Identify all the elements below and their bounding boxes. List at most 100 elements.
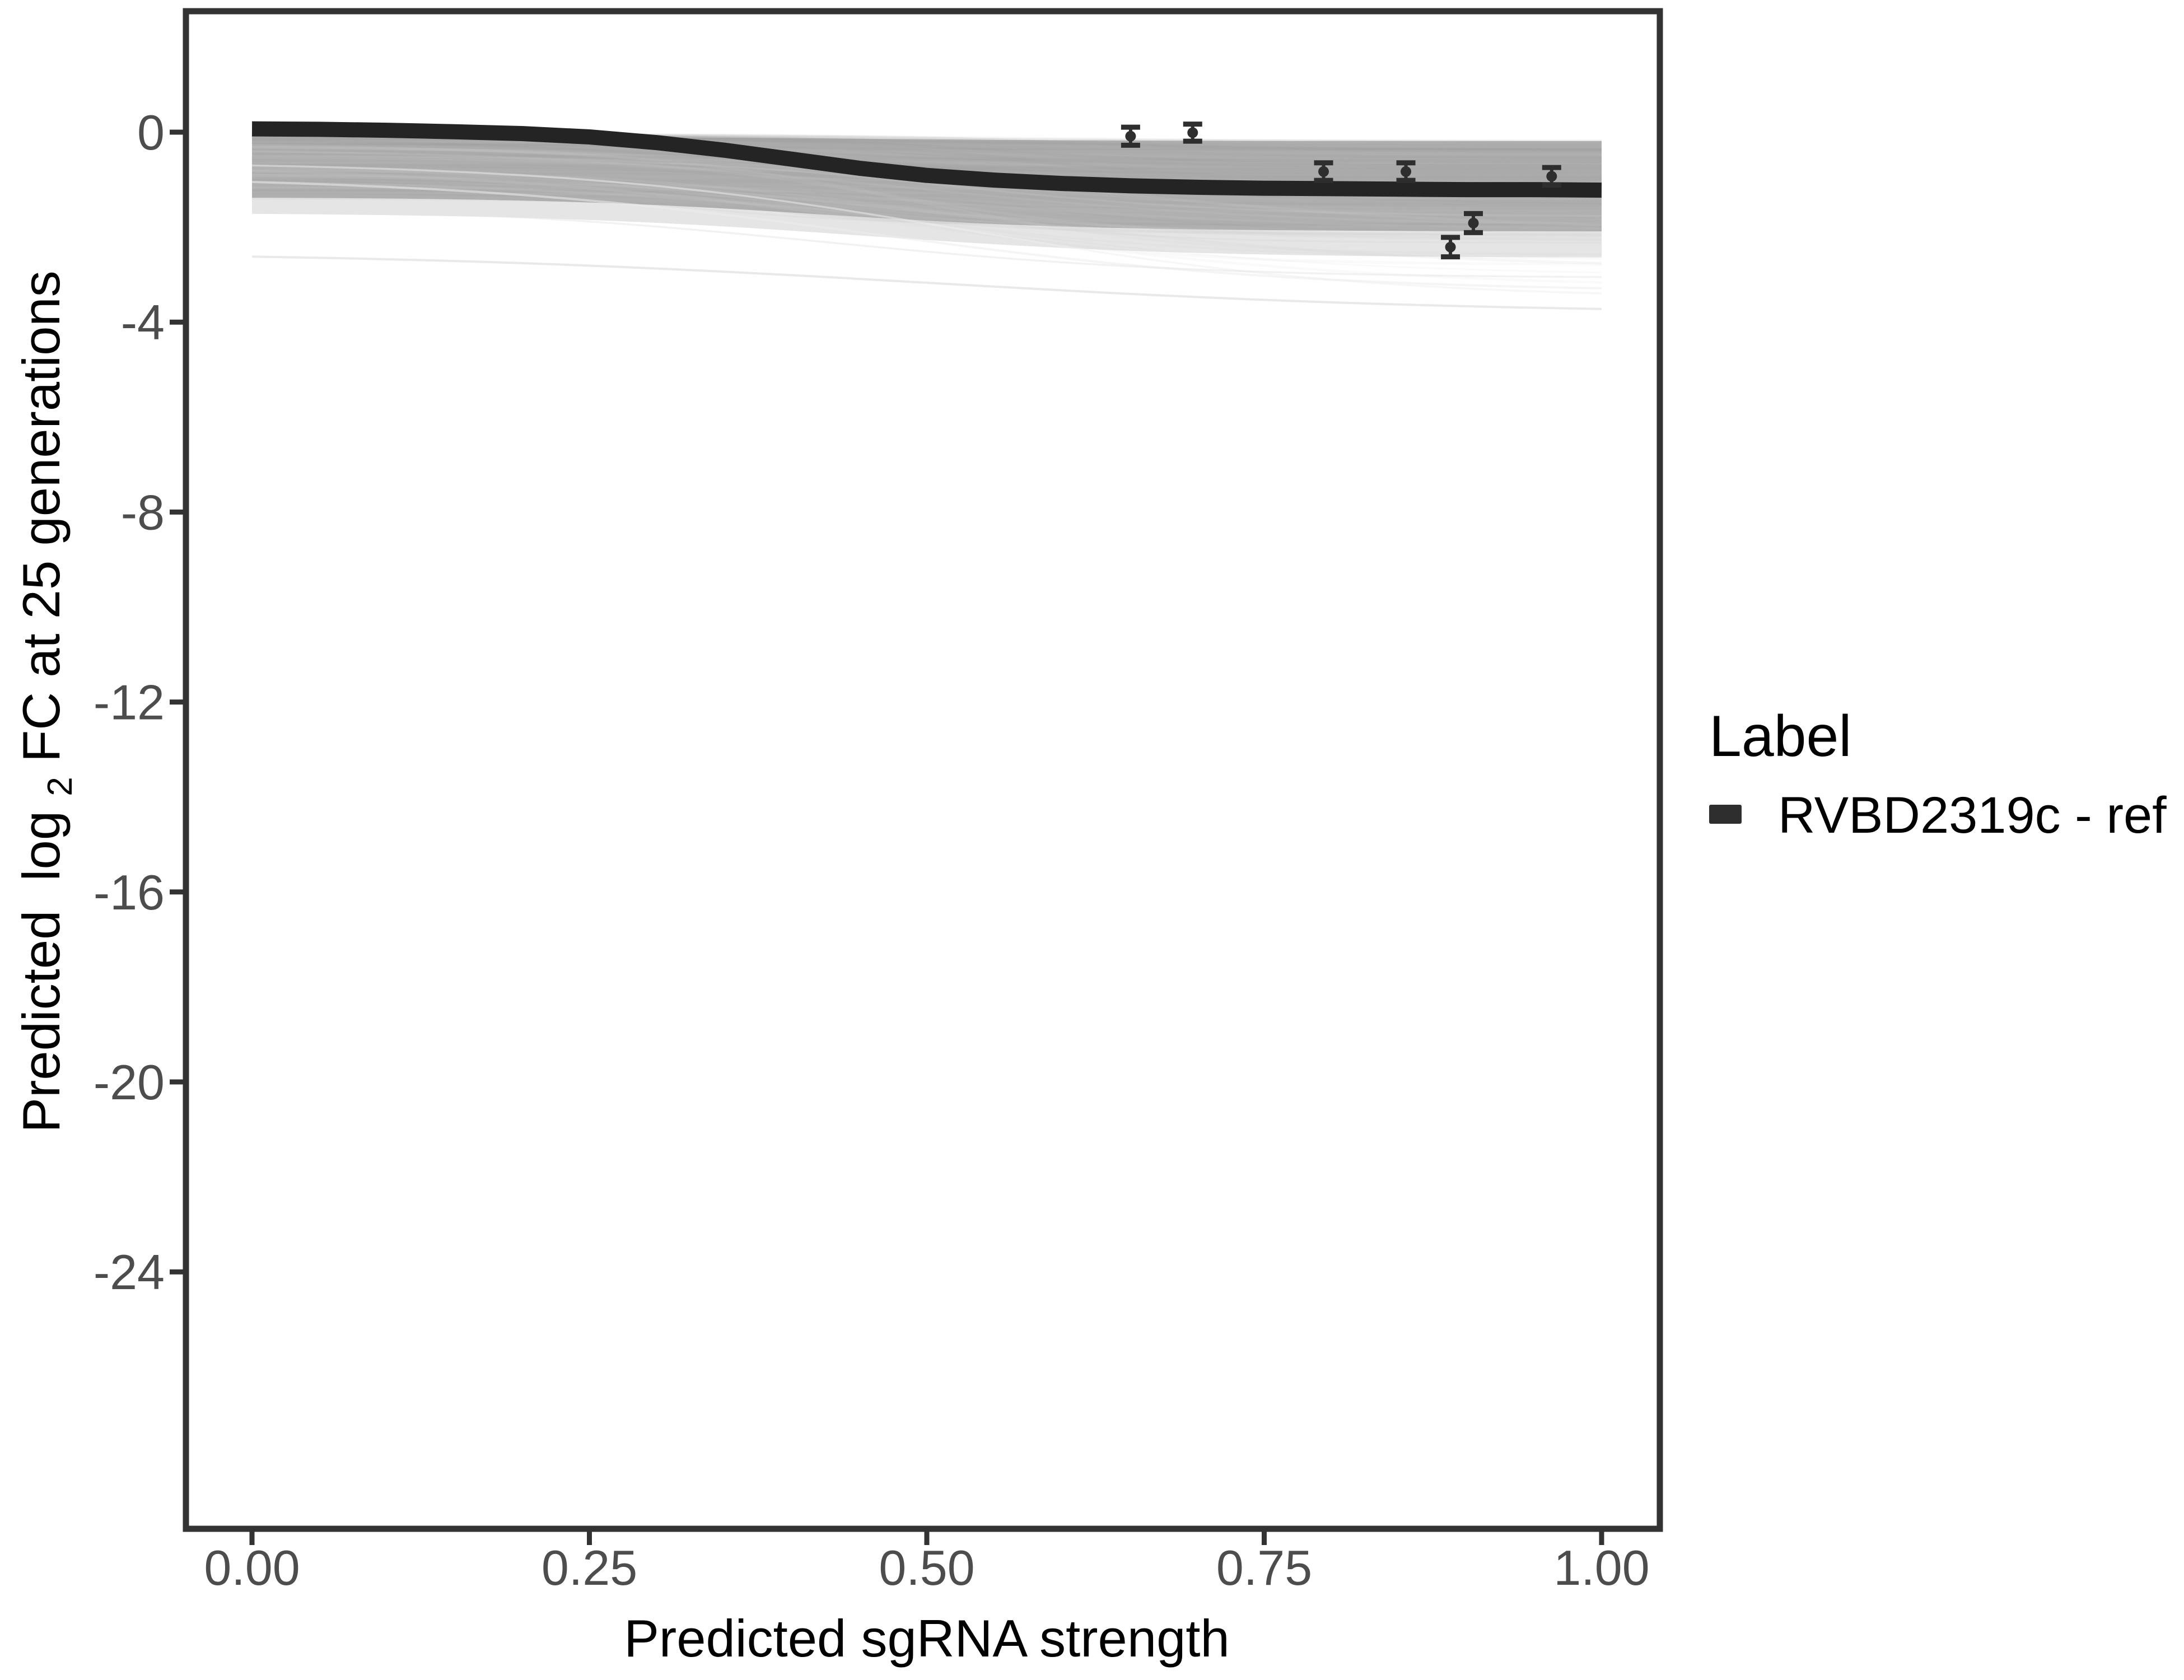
y-tick-label: -24: [94, 1244, 165, 1300]
posterior-sample-curve: [251, 142, 1602, 161]
posterior-sample-curve: [251, 143, 1602, 151]
posterior-sample-curve-faint: [251, 181, 1602, 290]
data-point-marker: [1187, 127, 1198, 138]
posterior-sample-curve: [252, 140, 1602, 148]
posterior-sample-curve: [252, 161, 1602, 172]
posterior-sample-curve: [251, 186, 1602, 266]
posterior-sample-curve: [251, 139, 1602, 151]
x-axis-title: Predicted sgRNA strength: [624, 1609, 1230, 1668]
posterior-sample-curve: [251, 180, 1602, 241]
posterior-sample-curve: [251, 192, 1602, 210]
posterior-sample-curve: [251, 193, 1602, 225]
posterior-band-fill: [252, 136, 1602, 231]
posterior-sample-curve: [251, 156, 1602, 256]
posterior-sample-curve: [251, 153, 1602, 204]
posterior-sample-curve: [251, 185, 1602, 227]
posterior-sample-curve: [252, 147, 1602, 171]
posterior-sample-curve: [251, 180, 1602, 230]
y-axis-title-subscript: 2: [41, 777, 80, 796]
posterior-sample-curve: [251, 150, 1602, 159]
posterior-sample-curve: [252, 157, 1602, 168]
errorbar-point: [1183, 122, 1202, 144]
posterior-sample-curve: [251, 139, 1602, 174]
posterior-sample-curve: [252, 147, 1602, 170]
posterior-sample-curve: [251, 133, 1602, 179]
posterior-sample-curve: [251, 150, 1602, 226]
posterior-sample-curve: [251, 155, 1602, 217]
posterior-sample-curve: [251, 144, 1602, 167]
posterior-sample-curve-faint: [251, 255, 1602, 310]
posterior-sample-curve: [251, 140, 1602, 183]
data-point-marker: [1468, 217, 1479, 228]
posterior-sample-curve: [252, 189, 1602, 232]
posterior-sample-curve: [251, 145, 1602, 160]
errorbar-points: [1121, 122, 1561, 260]
posterior-sample-curve: [251, 162, 1602, 174]
posterior-sample-curve: [252, 146, 1602, 175]
posterior-sample-curve: [252, 195, 1602, 214]
posterior-sample-curve: [251, 139, 1602, 176]
posterior-sample-curve: [251, 141, 1602, 156]
data-point-marker: [1546, 171, 1557, 182]
posterior-sample-curve: [251, 174, 1602, 265]
posterior-sample-curve: [252, 155, 1602, 165]
errorbar-point: [1464, 211, 1483, 235]
legend-title: Label: [1709, 704, 1851, 769]
posterior-sample-curve: [252, 188, 1602, 203]
errorbar-point: [1121, 124, 1140, 148]
posterior-sample-curve: [251, 191, 1602, 213]
posterior-sample-curve: [251, 159, 1602, 207]
x-axis-ticks: 0.00 0.25 0.50 0.75 1.00: [204, 1532, 1650, 1595]
legend-entry-label: RVBD2319c - ref: [1778, 787, 2167, 844]
posterior-sample-curve: [252, 142, 1602, 150]
posterior-sample-curve: [252, 143, 1602, 183]
posterior-sample-curve: [252, 194, 1602, 205]
x-tick-label: 0.75: [1216, 1540, 1312, 1595]
y-tick-label: -12: [94, 675, 165, 730]
posterior-sample-curve: [251, 139, 1602, 167]
x-tick-label: 0.50: [879, 1540, 974, 1595]
y-axis-title-main: Predicted log: [12, 811, 71, 1133]
posterior-sample-curve: [252, 193, 1602, 223]
posterior-sample-curve-faint: [251, 207, 1602, 278]
data-point-marker: [1445, 241, 1456, 253]
posterior-sample-curve: [251, 197, 1602, 236]
posterior-band: [252, 136, 1602, 258]
data-point-marker: [1401, 166, 1412, 177]
posterior-sample-curve: [251, 166, 1602, 260]
y-tick-label: -16: [94, 865, 165, 920]
posterior-sample-curve: [252, 154, 1602, 174]
posterior-sample-curve: [251, 186, 1602, 218]
posterior-sample-curve: [251, 154, 1602, 165]
legend: Label RVBD2319c - ref: [1709, 704, 2167, 844]
x-tick-label: 0.25: [542, 1540, 637, 1595]
posterior-sample-curve: [251, 146, 1602, 178]
posterior-sample-curve: [251, 176, 1602, 226]
posterior-sample-curve: [251, 152, 1602, 179]
errorbar-point: [1314, 160, 1333, 183]
posterior-sample-curve: [251, 141, 1602, 159]
errorbar-point: [1441, 235, 1460, 260]
posterior-sample-curve: [251, 141, 1602, 170]
posterior-sample-curve-faint: [251, 164, 1602, 295]
data-point-marker: [1318, 166, 1329, 177]
posterior-sample-curve: [251, 176, 1602, 227]
legend-key-line-swatch: [1709, 805, 1742, 824]
y-axis-title: Predicted log 2 FC at 25 generations: [12, 270, 83, 1132]
reference-curve: [251, 121, 1602, 198]
y-tick-label: -20: [94, 1054, 165, 1110]
posterior-sample-curve: [252, 141, 1602, 151]
posterior-sample-curve: [252, 147, 1602, 183]
x-tick-label: 0.00: [204, 1540, 300, 1595]
posterior-sample-curve: [252, 163, 1602, 172]
posterior-sample-curve: [251, 192, 1602, 226]
posterior-sample-curve: [252, 186, 1602, 199]
panel-border: [183, 8, 1663, 1532]
data-point-marker: [1125, 130, 1136, 142]
posterior-sample-curve: [251, 181, 1602, 206]
errorbar-point: [1396, 160, 1416, 183]
posterior-sample-curve: [251, 170, 1602, 284]
y-tick-label: 0: [137, 105, 165, 160]
